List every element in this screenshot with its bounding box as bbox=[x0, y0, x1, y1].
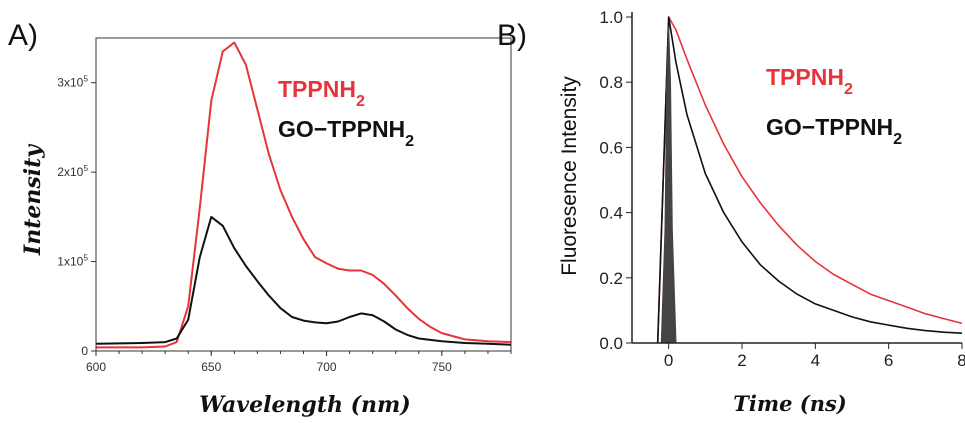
panel-b-series-line bbox=[656, 16, 963, 344]
panel-b-axes bbox=[631, 12, 962, 344]
panel-a-x-tick-label: 700 bbox=[317, 360, 337, 374]
panel-b-y-tick-label: 0.8 bbox=[599, 73, 623, 92]
panel-b-x-tick-label: 8 bbox=[957, 351, 965, 370]
panel-a-y-tick-label: 3x105 bbox=[57, 74, 88, 90]
panel-b-y-tick-label: 0.2 bbox=[599, 269, 623, 288]
panel-a-series-line bbox=[96, 41, 512, 349]
panel-a-y-tick-label: 2x105 bbox=[57, 163, 88, 179]
panel-a-y-tick-label: 1x105 bbox=[57, 253, 88, 269]
panel-b-y-tick-label: 0.4 bbox=[599, 204, 623, 223]
panel-a: A) Intensity Wavelength (nm) 600 650 700 75… bbox=[8, 19, 512, 418]
panel-a-letter: A) bbox=[8, 19, 38, 52]
panel-b-legend-entry: TPPNH2 bbox=[766, 64, 853, 98]
panel-b-legend: TPPNH2 GO−TPPNH2 bbox=[766, 64, 902, 148]
panel-b-legend-entry: GO−TPPNH2 bbox=[766, 114, 902, 148]
panel-b-x-tick-label: 2 bbox=[737, 351, 746, 370]
panel-b-letter: B) bbox=[497, 19, 527, 52]
panel-b-y-axis-title: Fluoresence Intensity bbox=[558, 76, 581, 276]
panel-b-series-line bbox=[656, 16, 963, 344]
panel-b-x-tick-label: 4 bbox=[811, 351, 820, 370]
panel-a-legend-entry: GO−TPPNH2 bbox=[278, 116, 414, 150]
panel-b: B) Fluoresence Intensity Time (ns) 0 2 4 6 8… bbox=[497, 8, 965, 416]
panel-b-y-tick-label: 1.0 bbox=[599, 8, 623, 27]
panel-a-y-tick-label: 0 bbox=[81, 344, 88, 358]
panel-b-x-tick-label: 0 bbox=[664, 351, 673, 370]
panel-a-plot-frame bbox=[95, 37, 512, 352]
panel-a-x-tick-label: 600 bbox=[86, 360, 106, 374]
panel-a-x-tick-label: 750 bbox=[432, 360, 452, 374]
panel-a-x-tick-label: 650 bbox=[201, 360, 221, 374]
panel-b-x-tick-label: 6 bbox=[884, 351, 893, 370]
panel-a-series-line bbox=[95, 215, 512, 346]
panel-b-ticks: 0 2 4 6 8 0.0 0.2 0.4 0.6 0.8 1.0 bbox=[599, 8, 965, 370]
panel-a-y-axis-title: Intensity bbox=[20, 143, 46, 256]
panel-b-y-tick-label: 0.6 bbox=[599, 138, 623, 157]
panel-b-series bbox=[656, 16, 963, 344]
panel-a-legend-entry: TPPNH2 bbox=[278, 76, 365, 110]
panel-a-series bbox=[95, 41, 512, 349]
panel-b-irf-peak bbox=[660, 26, 677, 344]
panel-b-y-tick-label: 0.0 bbox=[599, 334, 623, 353]
panel-a-x-axis-title: Wavelength (nm) bbox=[199, 392, 410, 418]
panel-a-legend: TPPNH2 GO−TPPNH2 bbox=[278, 76, 414, 150]
panel-b-x-axis-title: Time (ns) bbox=[733, 391, 846, 416]
